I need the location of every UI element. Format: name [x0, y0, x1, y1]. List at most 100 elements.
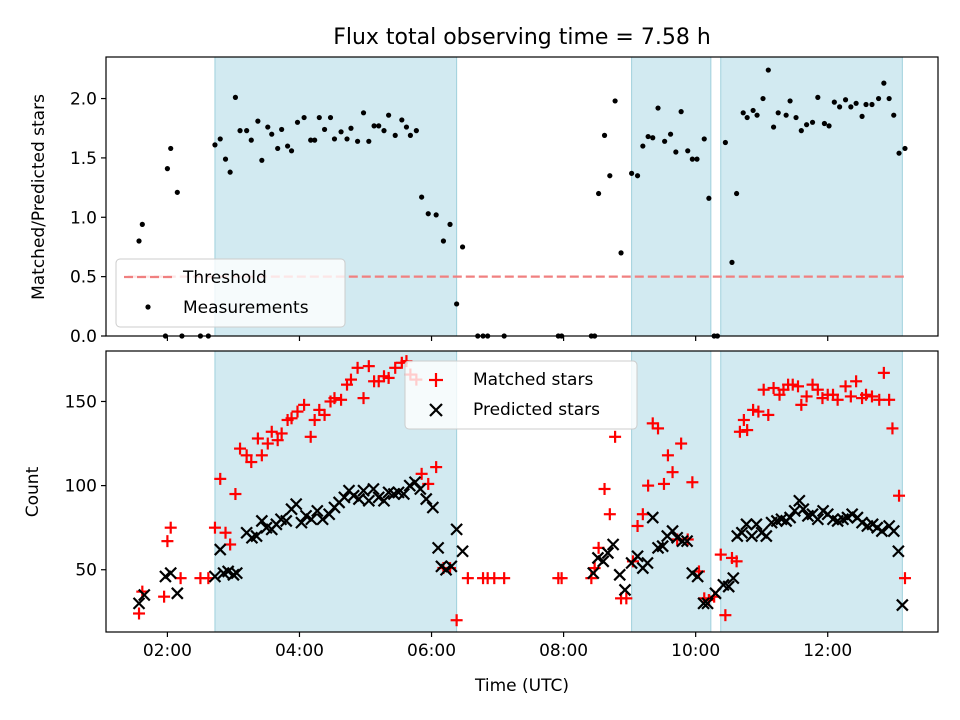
- matched-stars-point: [839, 380, 852, 393]
- predicted-stars-point: [456, 544, 469, 558]
- measurement-point: [783, 112, 789, 118]
- matched-stars-point: [800, 390, 813, 403]
- measurement-point: [809, 119, 816, 125]
- measurement-point: [433, 212, 439, 218]
- legend-threshold-label: Threshold: [182, 268, 267, 288]
- measurement-point: [798, 128, 804, 134]
- predicted-marker-b: [845, 507, 859, 521]
- matched-stars-point: [240, 449, 253, 462]
- matched-stars-point: [357, 392, 370, 405]
- predicted-stars-point: [171, 587, 184, 600]
- measurement-point: [601, 132, 608, 138]
- bottom-xtick-label: 02:00: [143, 641, 192, 661]
- measurement-point: [327, 114, 334, 121]
- top-x-axis: [166, 336, 829, 341]
- predicted-marker-b: [656, 539, 669, 553]
- predicted-stars-point: [362, 494, 376, 508]
- predicted-stars-point: [414, 482, 427, 496]
- measurement-point: [729, 259, 735, 265]
- predicted-stars-point: [606, 538, 620, 551]
- measurement-point: [618, 250, 624, 256]
- predicted-marker-b: [670, 531, 684, 545]
- legend-matched-label: Matched stars: [473, 370, 593, 390]
- measurement-point: [701, 136, 707, 142]
- predicted-stars-point: [305, 512, 318, 526]
- measurement-point: [896, 150, 902, 156]
- measurement-point: [650, 135, 656, 141]
- predicted-marker-b: [426, 501, 440, 514]
- measurement-point: [770, 124, 777, 130]
- measurement-point: [831, 99, 837, 105]
- matched-stars-point: [883, 393, 896, 406]
- predicted-marker-b: [299, 509, 313, 523]
- predicted-stars-point: [656, 539, 669, 553]
- predicted-marker-b: [357, 484, 370, 497]
- predicted-stars-point: [279, 514, 293, 528]
- measurement-point: [848, 104, 854, 110]
- measurement-point: [454, 301, 460, 307]
- matched-stars-point: [265, 425, 278, 438]
- measurement-point: [447, 221, 453, 227]
- measurement-point: [793, 114, 799, 121]
- matched-stars-point: [730, 555, 743, 568]
- predicted-marker-b: [587, 566, 600, 580]
- predicted-stars-point: [596, 555, 610, 568]
- legend-predicted-label: Predicted stars: [473, 400, 600, 420]
- predicted-marker-b: [855, 516, 869, 529]
- predicted-marker-b: [260, 521, 273, 534]
- matched-stars-point: [389, 361, 402, 374]
- predicted-stars-point: [587, 566, 600, 580]
- measurement-point: [407, 132, 414, 138]
- predicted-marker-b: [875, 524, 889, 538]
- measurement-point: [640, 143, 646, 149]
- predicted-marker-b: [450, 523, 463, 536]
- predicted-marker-b: [138, 588, 151, 602]
- matched-stars-point: [844, 390, 857, 403]
- predicted-marker-b: [208, 570, 222, 583]
- predicted-stars-point: [745, 529, 759, 543]
- predicted-marker-b: [431, 541, 445, 555]
- measurement-point: [366, 138, 372, 144]
- predicted-stars-point: [727, 571, 740, 585]
- predicted-marker-b: [606, 538, 620, 551]
- predicted-marker-b: [445, 560, 458, 573]
- bottom-xtick-label: 12:00: [803, 641, 852, 661]
- measurement-point: [275, 145, 281, 152]
- measurement-point: [775, 110, 781, 116]
- predicted-stars-point: [631, 550, 644, 563]
- matched-stars-point: [161, 535, 174, 548]
- predicted-stars-point: [797, 502, 810, 516]
- measurement-point: [886, 95, 892, 102]
- top-legend-box: [115, 258, 346, 328]
- bottom-ytick-label: 50: [75, 561, 97, 581]
- predicted-marker-b: [701, 597, 714, 610]
- predicted-stars-point: [666, 524, 679, 538]
- predicted-marker-b: [456, 544, 469, 558]
- measurement-point: [875, 95, 882, 102]
- matched-stars-point: [275, 427, 288, 440]
- measurement-point: [425, 211, 431, 217]
- predicted-stars-point: [760, 529, 773, 543]
- measurement-point: [232, 94, 239, 100]
- top-ytick-label: 2.0: [70, 90, 97, 110]
- predicted-marker-b: [641, 556, 654, 570]
- measurement-point: [164, 166, 171, 172]
- predicted-marker-b: [596, 555, 610, 568]
- measurement-point: [360, 110, 367, 116]
- matched-stars-point: [686, 476, 699, 489]
- bottom-ytick-label: 150: [65, 392, 97, 412]
- matched-stars-point: [271, 434, 284, 447]
- measurement-point: [312, 137, 318, 143]
- measurement-point: [685, 148, 691, 154]
- predicted-stars-point: [735, 526, 749, 540]
- measurement-point: [255, 118, 261, 124]
- matched-stars-point: [308, 413, 321, 426]
- predicted-marker-b: [811, 512, 825, 526]
- predicted-stars-point: [646, 511, 660, 524]
- matched-stars-point: [255, 449, 268, 462]
- predicted-marker-b: [717, 578, 730, 592]
- top-ytick-label: 1.5: [70, 149, 97, 169]
- top-shade-2: [720, 57, 903, 336]
- predicted-marker-b: [295, 516, 308, 529]
- predicted-marker-b: [171, 587, 184, 600]
